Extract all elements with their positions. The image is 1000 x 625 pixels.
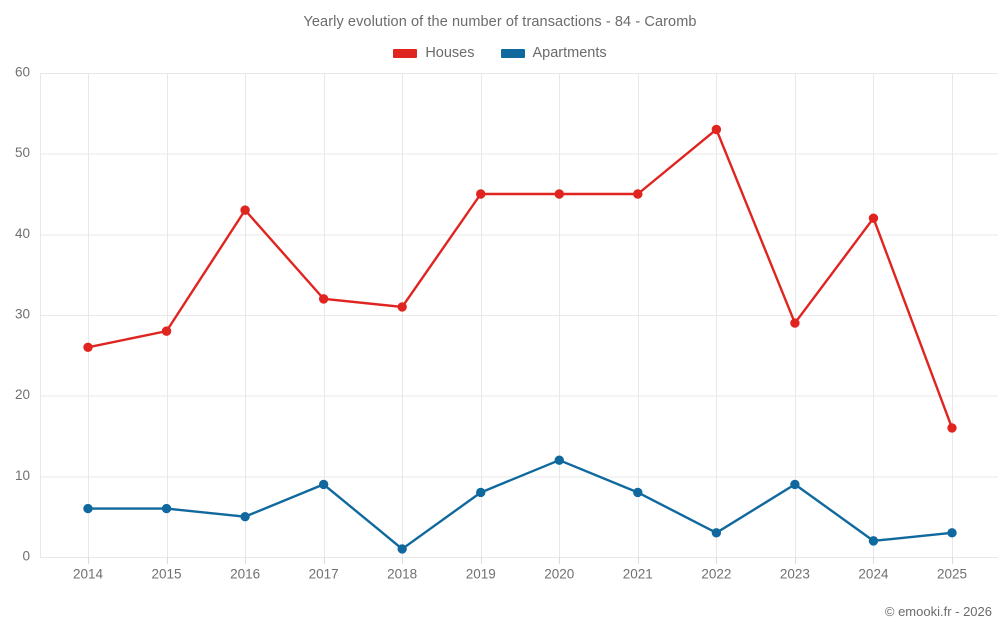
y-axis-tick-label: 0 bbox=[22, 549, 30, 564]
y-axis-tick-label: 60 bbox=[15, 65, 30, 80]
grid-layer bbox=[40, 73, 998, 558]
y-axis-tick-label: 50 bbox=[15, 145, 30, 160]
data-point[interactable] bbox=[240, 511, 250, 522]
copyright-credit: © emooki.fr - 2026 bbox=[884, 604, 992, 619]
x-axis-tick-label: 2015 bbox=[152, 567, 182, 582]
data-point[interactable] bbox=[161, 503, 172, 514]
chart-legend: Houses Apartments bbox=[0, 45, 1000, 61]
x-axis-tick-label: 2024 bbox=[858, 567, 889, 582]
data-point[interactable] bbox=[947, 423, 957, 433]
data-point[interactable] bbox=[790, 479, 800, 490]
legend-label-houses: Houses bbox=[425, 45, 475, 61]
y-axis-tick-label: 20 bbox=[15, 387, 30, 402]
x-axis-tick-label: 2018 bbox=[387, 567, 417, 582]
data-point[interactable] bbox=[633, 189, 643, 199]
legend-swatch-apartments bbox=[500, 48, 525, 58]
x-axis-tick-label: 2017 bbox=[309, 567, 339, 582]
x-axis-tick-label: 2019 bbox=[466, 567, 496, 582]
y-axis-tick-label: 10 bbox=[15, 468, 30, 483]
data-point[interactable] bbox=[711, 124, 722, 135]
data-point[interactable] bbox=[397, 544, 407, 554]
data-point[interactable] bbox=[790, 318, 800, 328]
data-point[interactable] bbox=[240, 205, 250, 215]
x-axis-tick-label: 2016 bbox=[230, 567, 260, 582]
y-axis-tick-label: 30 bbox=[15, 307, 30, 322]
data-point[interactable] bbox=[633, 487, 643, 498]
y-axis-tick-label: 40 bbox=[15, 226, 30, 241]
data-point[interactable] bbox=[868, 536, 879, 546]
x-axis-tick-label: 2023 bbox=[780, 567, 810, 582]
series-line-apartments bbox=[86, 459, 954, 551]
x-axis-tick-label: 2025 bbox=[937, 567, 967, 582]
data-point[interactable] bbox=[554, 455, 564, 465]
data-point[interactable] bbox=[868, 213, 879, 223]
x-axis-tick-label: 2022 bbox=[701, 567, 731, 582]
legend-item-apartments[interactable]: Apartments bbox=[500, 45, 607, 61]
data-point[interactable] bbox=[711, 528, 722, 538]
data-series-layer bbox=[83, 124, 957, 554]
data-point[interactable] bbox=[83, 342, 93, 352]
x-axis-tick-label: 2021 bbox=[623, 567, 653, 582]
data-point[interactable] bbox=[554, 189, 564, 199]
data-point[interactable] bbox=[83, 503, 93, 514]
y-axis-ticks: 0 10 20 30 40 50 60 bbox=[15, 65, 30, 564]
series-line-houses bbox=[86, 128, 954, 430]
x-axis-tick-label: 2014 bbox=[73, 567, 104, 582]
data-point[interactable] bbox=[318, 479, 329, 490]
legend-item-houses[interactable]: Houses bbox=[393, 45, 475, 61]
data-point[interactable] bbox=[476, 487, 486, 498]
data-point[interactable] bbox=[161, 326, 172, 336]
data-point[interactable] bbox=[318, 294, 329, 304]
data-point[interactable] bbox=[947, 528, 957, 538]
x-axis-ticks: 2014 2015 2016 2017 2018 2019 2020 2021 2022 2023… bbox=[73, 557, 967, 582]
legend-swatch-houses bbox=[393, 48, 418, 58]
data-point[interactable] bbox=[476, 189, 486, 199]
x-axis-tick-label: 2020 bbox=[544, 567, 574, 582]
chart-title: Yearly evolution of the number of transa… bbox=[303, 14, 697, 30]
legend-label-apartments: Apartments bbox=[532, 45, 607, 61]
data-point[interactable] bbox=[397, 302, 407, 312]
